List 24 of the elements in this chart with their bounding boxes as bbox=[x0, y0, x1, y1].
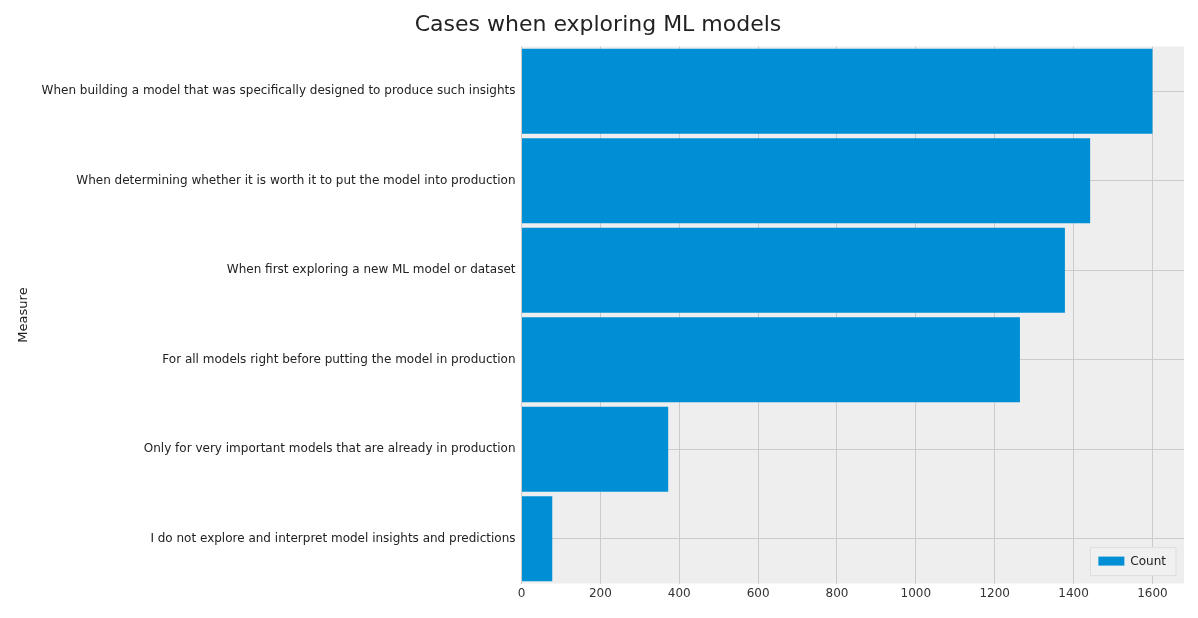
x-tick-label: 200 bbox=[588, 585, 612, 600]
x-tick-label: 1400 bbox=[1058, 585, 1089, 600]
x-tick-label: 800 bbox=[825, 585, 849, 600]
x-tick-label: 1600 bbox=[1137, 585, 1168, 600]
bar bbox=[522, 138, 1091, 224]
bar bbox=[522, 317, 1020, 403]
bar bbox=[522, 227, 1065, 313]
y-tick-label: Only for very important models that are already in production bbox=[143, 441, 516, 456]
x-tick-label: 600 bbox=[746, 585, 770, 600]
bar bbox=[522, 406, 669, 492]
legend-label: Count bbox=[1130, 553, 1167, 568]
y-tick-label: When building a model that was specifically designed to produce such insights bbox=[41, 83, 516, 98]
y-tick-label: When first exploring a new ML model or dataset bbox=[226, 262, 516, 277]
y-tick-label: When determining whether it is worth it to put the model into production bbox=[76, 172, 516, 187]
bar bbox=[522, 496, 553, 582]
x-tick-label: 400 bbox=[667, 585, 691, 600]
x-tick-label: 1200 bbox=[979, 585, 1010, 600]
x-tick-label: 1000 bbox=[900, 585, 932, 600]
bar bbox=[522, 48, 1153, 134]
chart-title: Cases when exploring ML models bbox=[414, 10, 782, 36]
y-tick-label: For all models right before putting the model in production bbox=[162, 351, 516, 366]
x-tick-label: 0 bbox=[517, 585, 526, 600]
y-tick-label: I do not explore and interpret model insights and predictions bbox=[150, 530, 516, 545]
y-axis-title: Measure bbox=[15, 287, 31, 343]
